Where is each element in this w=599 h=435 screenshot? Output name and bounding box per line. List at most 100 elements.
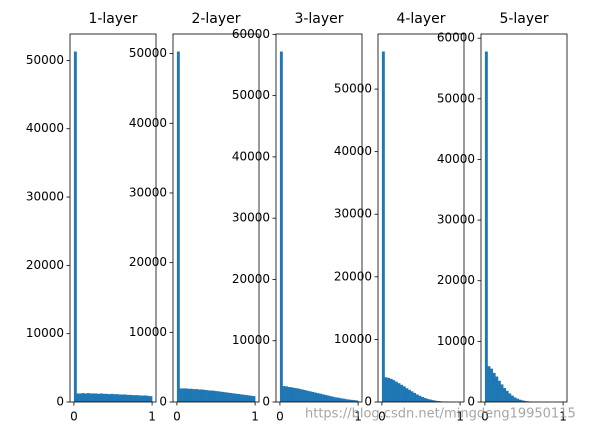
x-tick-label: 0 [173, 410, 181, 424]
y-tick-label: 30000 [26, 190, 64, 204]
histogram-bar [115, 394, 119, 402]
histogram-bar [518, 399, 522, 402]
histogram-bar [113, 394, 116, 402]
y-tick-label: 50000 [129, 46, 167, 60]
histogram-bar [99, 393, 103, 402]
histogram-bar [205, 390, 209, 402]
histogram-bar [229, 392, 232, 402]
y-tick-label: 50000 [232, 88, 270, 102]
histogram-bar [249, 395, 253, 402]
histogram-bar [324, 394, 328, 402]
histogram-bar [73, 51, 77, 403]
histogram-bar [231, 393, 235, 402]
histogram-bar [202, 389, 206, 402]
histogram-bar [221, 391, 225, 402]
histogram-bar [89, 393, 93, 402]
histogram-bar [146, 395, 150, 402]
histogram-bar [226, 392, 230, 402]
histogram-bar [247, 395, 251, 402]
histogram-bar [210, 390, 214, 402]
histogram-bar [332, 396, 335, 402]
histogram-bar [355, 400, 359, 402]
y-tick-label: 20000 [232, 272, 270, 286]
y-tick-label: 30000 [334, 207, 372, 221]
histogram-bar [497, 380, 501, 402]
y-tick-label: 0 [56, 395, 64, 409]
histogram-bar [311, 391, 315, 402]
histogram-bar [239, 394, 243, 402]
histogram-bar [279, 51, 283, 403]
histogram-bar [81, 393, 85, 402]
histogram-bar [484, 51, 488, 403]
histogram-bar [434, 400, 437, 402]
histogram-bar [120, 394, 124, 402]
histogram-bar [313, 392, 317, 402]
x-tick-label: 1 [251, 410, 259, 424]
histogram-bar [503, 388, 507, 402]
histogram-bar [421, 396, 424, 402]
histogram-bar [213, 390, 217, 402]
histogram-bar [524, 400, 527, 402]
x-tick-label: 0 [481, 410, 489, 424]
histogram-bar [431, 400, 435, 402]
histogram-bar [200, 389, 204, 402]
histogram-bar [189, 388, 193, 402]
histogram-bar [418, 395, 422, 402]
histogram-bar [490, 368, 494, 402]
histogram-bar [242, 394, 245, 402]
histogram-bar [337, 397, 341, 402]
axes-frame [377, 33, 465, 403]
histogram-bar [308, 391, 312, 402]
histogram-bar [290, 387, 294, 402]
y-tick-label: 60000 [437, 31, 475, 45]
histogram-bar [79, 393, 83, 402]
histogram-bar [141, 395, 145, 402]
histogram-bar [144, 395, 148, 402]
histogram-bar [282, 386, 286, 402]
histogram-bar [107, 394, 111, 402]
histogram-bar [400, 384, 404, 402]
histogram-bar [505, 390, 509, 402]
axes-frame [172, 33, 260, 403]
watermark: https://blog.csdn.net/mingdeng19950115 [305, 407, 576, 422]
histogram-bar [139, 395, 142, 402]
chart-title: 5-layer [499, 11, 548, 27]
y-tick-label: 50000 [26, 53, 64, 67]
y-tick-label: 10000 [437, 334, 475, 348]
histogram-bar [176, 51, 180, 403]
y-tick-label: 40000 [26, 121, 64, 135]
histogram-bar [342, 398, 346, 402]
histogram-bar [319, 393, 322, 402]
histogram-bar [298, 388, 302, 402]
histogram-bar [495, 376, 499, 402]
histogram-bar [415, 394, 419, 402]
histogram-bar [195, 389, 199, 402]
histogram-bar [244, 395, 248, 402]
histogram-bar [492, 372, 496, 402]
histogram-bar [500, 384, 504, 402]
histogram-bar [105, 393, 109, 402]
histogram-bar [345, 399, 348, 402]
y-tick-label: 10000 [334, 332, 372, 346]
histogram-bar [516, 398, 520, 402]
histogram-bar [350, 399, 354, 402]
y-tick-label: 0 [262, 395, 270, 409]
histogram-bar [86, 393, 90, 402]
y-tick-label: 30000 [437, 213, 475, 227]
histogram-bar [339, 398, 343, 402]
y-tick-label: 10000 [232, 333, 270, 347]
histogram-bar [216, 391, 219, 402]
histogram-bar [97, 393, 101, 402]
y-tick-label: 40000 [437, 152, 475, 166]
histogram-bar [321, 394, 325, 402]
x-tick-label: 1 [148, 410, 156, 424]
histogram-bar [179, 388, 183, 402]
histogram-bar [234, 393, 238, 402]
histogram-bar [126, 394, 129, 402]
histogram-bar [236, 393, 240, 402]
x-tick-label: 0 [276, 410, 284, 424]
y-tick-label: 30000 [129, 185, 167, 199]
histogram-bar [84, 393, 88, 402]
